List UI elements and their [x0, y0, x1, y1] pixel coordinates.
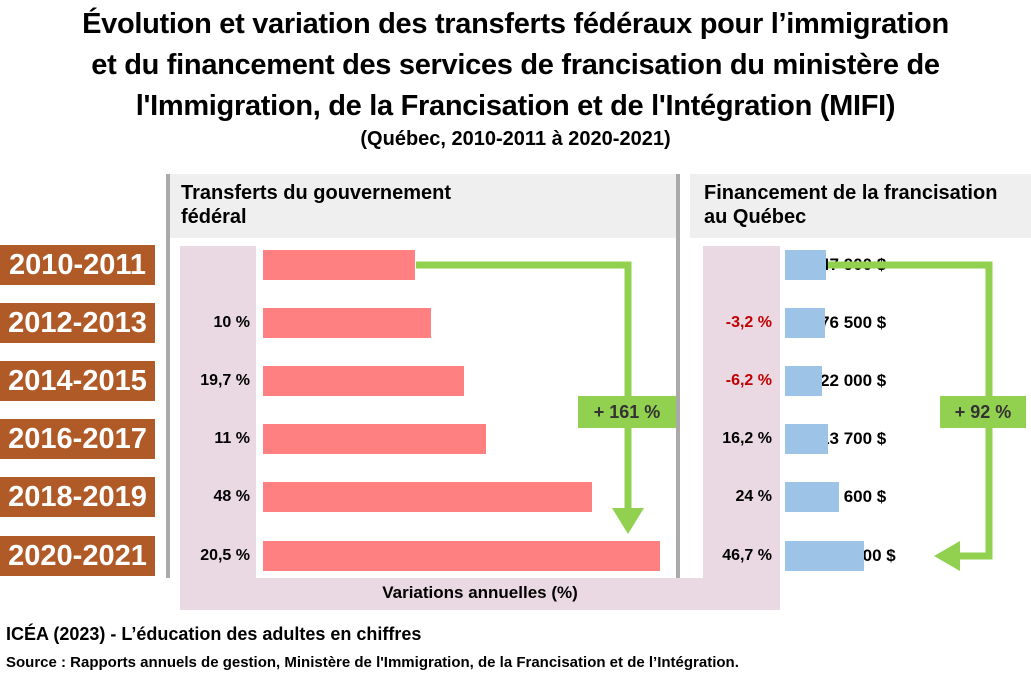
federal-bar-2014-2015: [263, 366, 464, 396]
federal-change-arrow-line: [416, 261, 632, 515]
federal-header-bg: [166, 174, 678, 238]
federal-bar-2020-2021: [263, 541, 660, 571]
variation-axis-strip: [180, 578, 780, 610]
francisation-header-bg: [690, 174, 1031, 238]
title-line-3: l'Immigration, de la Francisation et de …: [135, 90, 896, 122]
federal-variation-column: [180, 246, 256, 610]
federal-variation: 20,5 %: [200, 547, 250, 564]
federal-bar-2010-2011: [263, 250, 415, 280]
federal-bar-2018-2019: [263, 482, 592, 512]
left-divider: [166, 174, 170, 578]
year-label-2012-2013: 2012-2013: [0, 303, 155, 343]
francisation-bar-2010-2011: [785, 250, 826, 280]
year-label-2014-2015: 2014-2015: [0, 361, 155, 401]
year-label-2020-2021: 2020-2021: [0, 536, 155, 576]
chart-title: Évolution et variation des transferts fé…: [0, 4, 1031, 127]
chart-subtitle: (Québec, 2010-2011 à 2020-2021): [360, 128, 671, 150]
year-label-2018-2019: 2018-2019: [0, 477, 155, 517]
francisation-bar-2014-2015: [785, 366, 822, 396]
francisation-variation: -6,2 %: [725, 372, 772, 389]
middle-divider: [676, 174, 680, 578]
francisation-total-change-bg: [940, 396, 1026, 428]
federal-total-change: + 161 %: [594, 402, 661, 422]
francisation-variation: 16,2 %: [722, 430, 772, 447]
title-line-2: et du financement des services de franci…: [91, 49, 940, 81]
federal-variation: 19,7 %: [200, 372, 250, 389]
title-line-1: Évolution et variation des transferts fé…: [82, 8, 949, 40]
year-label-2010-2011: 2010-2011: [0, 245, 155, 285]
year-label-2016-2017: 2016-2017: [0, 419, 155, 459]
francisation-total-change: + 92 %: [955, 402, 1012, 422]
federal-change-arrow-head: [612, 508, 644, 534]
francisation-variation-column: [703, 246, 780, 610]
variation-axis-label: Variations annuelles (%): [382, 583, 578, 602]
federal-bar-2012-2013: [263, 308, 431, 338]
federal-bar-2016-2017: [263, 424, 486, 454]
federal-total-change-bg: [578, 396, 676, 428]
francisation-bar-2012-2013: [785, 308, 825, 338]
francisation-change-arrow-head: [934, 541, 960, 571]
francisation-bar-2018-2019: [785, 482, 839, 512]
footer-source: Source : Rapports annuels de gestion, Mi…: [6, 654, 739, 671]
federal-variation: 11 %: [214, 430, 250, 447]
francisation-bar-2016-2017: [785, 424, 828, 454]
federal-panel-title: Transferts du gouvernement fédéral: [181, 182, 452, 228]
francisation-variation: -3,2 %: [725, 314, 772, 331]
footer-credit: ICÉA (2023) - L’éducation des adultes en…: [6, 624, 422, 644]
francisation-variation: 46,7 %: [722, 547, 772, 564]
francisation-bar-2020-2021: [785, 541, 864, 571]
francisation-panel-title: Financement de la francisation au Québec: [704, 182, 998, 228]
federal-variation: 10 %: [213, 314, 250, 331]
federal-variation: 48 %: [213, 488, 250, 505]
francisation-variation: 24 %: [735, 488, 772, 505]
